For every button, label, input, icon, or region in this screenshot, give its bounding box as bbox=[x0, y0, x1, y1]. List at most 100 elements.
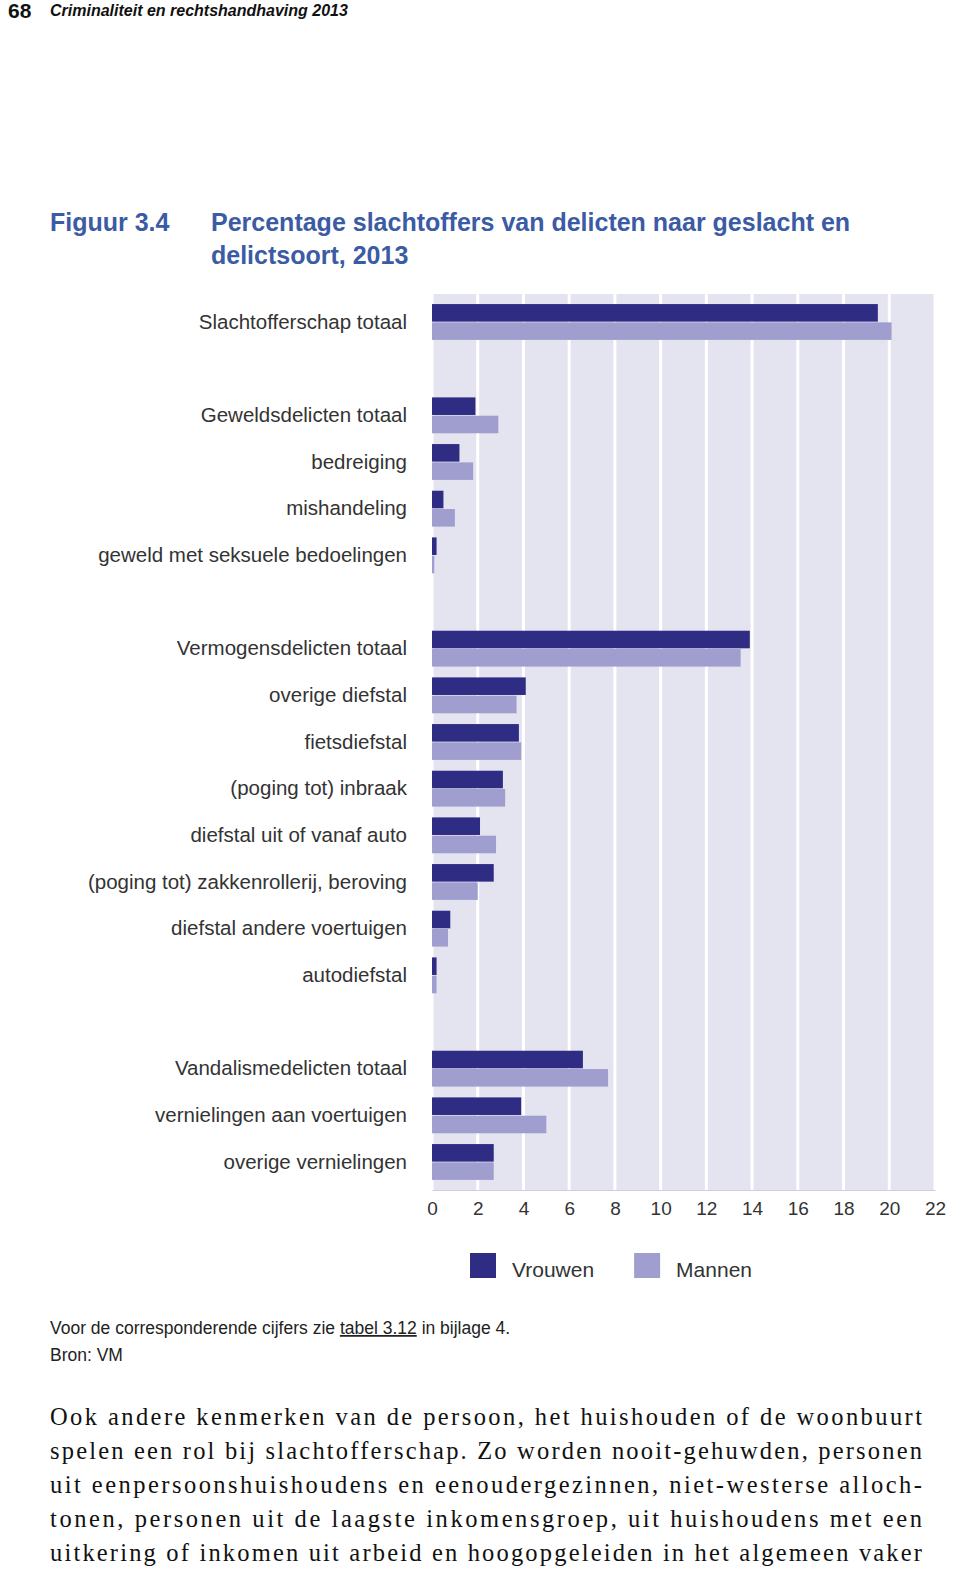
x-tick-label: 4 bbox=[519, 1198, 530, 1219]
x-axis-line bbox=[433, 1190, 936, 1191]
grid bbox=[432, 294, 935, 1190]
category-label: bedreiging bbox=[311, 450, 407, 473]
x-tick: 18 bbox=[833, 1190, 854, 1219]
note-text: in bijlage 4. bbox=[417, 1318, 510, 1338]
bar bbox=[432, 742, 521, 760]
legend-swatch bbox=[634, 1253, 660, 1278]
y-tick: autodiefstal bbox=[302, 963, 407, 986]
bar bbox=[432, 397, 475, 415]
y-tick: diefstal andere voertuigen bbox=[171, 916, 407, 939]
page-number: 68 bbox=[8, 0, 32, 22]
y-tick: diefstal uit of vanaf auto bbox=[190, 823, 407, 846]
x-tick-label: 6 bbox=[564, 1198, 575, 1219]
y-tick: overige vernielingen bbox=[224, 1150, 407, 1173]
y-tick: fietsdiefstal bbox=[304, 730, 407, 753]
bars bbox=[432, 304, 892, 1180]
legend-label: Mannen bbox=[676, 1258, 752, 1281]
x-tick-label: 16 bbox=[788, 1198, 809, 1219]
bar bbox=[432, 677, 526, 695]
x-tick: 20 bbox=[879, 1190, 900, 1219]
x-tick-label: 12 bbox=[696, 1198, 717, 1219]
x-tick: 8 bbox=[610, 1190, 621, 1219]
x-tick-label: 20 bbox=[879, 1198, 900, 1219]
y-axis: Slachtofferschap totaal Geweldsdelicten t… bbox=[88, 310, 408, 1173]
x-tick-label: 10 bbox=[651, 1198, 672, 1219]
bar bbox=[432, 462, 473, 480]
bar bbox=[432, 789, 505, 807]
y-tick: Vermogensdelicten totaal bbox=[177, 636, 407, 659]
bar bbox=[432, 304, 878, 322]
x-tick-label: 14 bbox=[742, 1198, 764, 1219]
category-label: mishandeling bbox=[286, 496, 407, 519]
bar bbox=[432, 929, 448, 947]
y-tick: geweld met seksuele bedoelingen bbox=[98, 543, 407, 566]
bar bbox=[432, 537, 437, 555]
bar bbox=[432, 509, 455, 527]
x-tick-label: 8 bbox=[610, 1198, 621, 1219]
category-label: diefstal uit of vanaf auto bbox=[190, 823, 407, 846]
y-tick: bedreiging bbox=[311, 450, 407, 473]
category-label: autodiefstal bbox=[302, 963, 407, 986]
bar bbox=[432, 771, 503, 789]
category-label: Vermogensdelicten totaal bbox=[177, 636, 407, 659]
plot-background bbox=[432, 294, 935, 1190]
legend-swatch bbox=[470, 1253, 496, 1278]
bar bbox=[432, 696, 517, 714]
bar bbox=[432, 724, 519, 742]
grid-line bbox=[888, 294, 891, 1190]
bar bbox=[432, 444, 459, 462]
legend: Vrouwen Mannen bbox=[470, 1253, 752, 1281]
x-tick: 22 bbox=[925, 1190, 946, 1219]
bar bbox=[432, 911, 450, 929]
bar bbox=[432, 322, 892, 340]
bar bbox=[432, 1144, 494, 1162]
grid-line bbox=[842, 294, 845, 1190]
legend-label: Vrouwen bbox=[512, 1258, 594, 1281]
grid-line bbox=[934, 294, 937, 1190]
body-text: tonen, personen uit de laagste inkomensg… bbox=[50, 1505, 922, 1532]
body-text: spelen een rol bij slachtofferschap. Zo … bbox=[50, 1437, 922, 1464]
grid-line bbox=[796, 294, 799, 1190]
figure-label: Figuur 3.4 bbox=[50, 208, 170, 236]
y-tick: Geweldsdelicten totaal bbox=[201, 403, 407, 426]
bar bbox=[432, 491, 443, 509]
chart-title: Percentage slachtoffers van delicten naa… bbox=[211, 208, 850, 269]
bar bbox=[432, 416, 498, 434]
category-label: Geweldsdelicten totaal bbox=[201, 403, 407, 426]
category-label: geweld met seksuele bedoelingen bbox=[98, 543, 407, 566]
category-label: overige vernielingen bbox=[224, 1150, 407, 1173]
x-tick: 16 bbox=[788, 1190, 809, 1219]
category-label: Slachtofferschap totaal bbox=[199, 310, 407, 333]
body-text: uit eenpersoonshuishoudens en eenouderge… bbox=[50, 1471, 922, 1498]
source: Bron: VM bbox=[50, 1345, 123, 1365]
x-tick: 10 bbox=[651, 1190, 672, 1219]
bar bbox=[432, 1116, 546, 1134]
bar bbox=[432, 649, 741, 667]
bar bbox=[432, 864, 494, 882]
grid-line bbox=[659, 294, 662, 1190]
y-tick: mishandeling bbox=[286, 496, 407, 519]
category-label: fietsdiefstal bbox=[304, 730, 407, 753]
bar bbox=[432, 817, 480, 835]
page: 68Criminaliteit en rechtshandhaving 2013… bbox=[0, 0, 960, 1595]
body-text: Ook andere kenmerken van de persoon, het… bbox=[50, 1403, 922, 1430]
category-label: (poging tot) inbraak bbox=[230, 776, 407, 799]
bar bbox=[432, 1051, 583, 1069]
note-link[interactable]: tabel 3.12 bbox=[340, 1318, 417, 1338]
bar bbox=[432, 836, 496, 854]
note: Voor de corresponderende cijfers zie tab… bbox=[50, 1318, 510, 1338]
grid-line bbox=[705, 294, 708, 1190]
grid-line bbox=[613, 294, 616, 1190]
note-text: Voor de corresponderende cijfers zie bbox=[50, 1318, 340, 1338]
body-text: uitkering of inkomen uit arbeid en hoogo… bbox=[50, 1539, 922, 1566]
y-tick: Slachtofferschap totaal bbox=[199, 310, 407, 333]
category-label: overige diefstal bbox=[269, 683, 407, 706]
y-tick: overige diefstal bbox=[269, 683, 407, 706]
x-tick: 14 bbox=[742, 1190, 764, 1219]
bar bbox=[432, 957, 437, 975]
x-tick: 12 bbox=[696, 1190, 717, 1219]
bar bbox=[432, 556, 434, 574]
bar bbox=[432, 882, 478, 900]
grid-line bbox=[751, 294, 754, 1190]
bar bbox=[432, 1162, 494, 1180]
